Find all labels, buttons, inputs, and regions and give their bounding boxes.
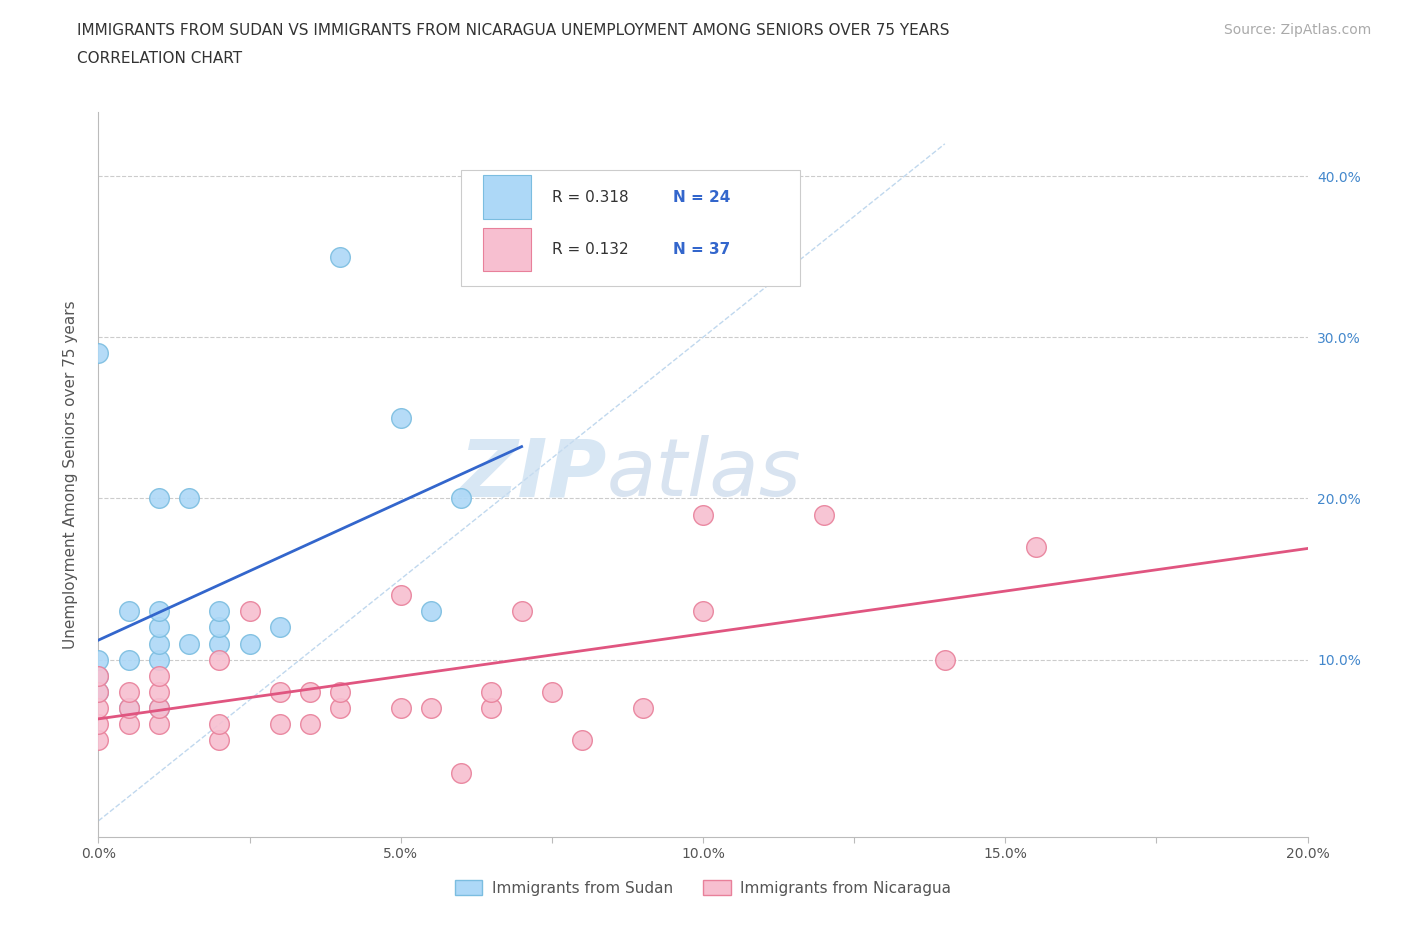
Point	[208, 620, 231, 635]
Point	[87, 733, 110, 748]
Text: R = 0.318: R = 0.318	[551, 190, 628, 205]
Point	[208, 733, 231, 748]
Point	[420, 700, 443, 715]
Point	[148, 669, 170, 684]
Point	[208, 636, 231, 651]
FancyBboxPatch shape	[461, 169, 800, 286]
Point	[420, 604, 443, 618]
Point	[450, 491, 472, 506]
Point	[239, 636, 262, 651]
Legend: Immigrants from Sudan, Immigrants from Nicaragua: Immigrants from Sudan, Immigrants from N…	[449, 873, 957, 902]
Point	[329, 249, 352, 264]
Point	[118, 604, 141, 618]
Point	[87, 717, 110, 732]
Y-axis label: Unemployment Among Seniors over 75 years: Unemployment Among Seniors over 75 years	[63, 300, 77, 648]
Point	[329, 684, 352, 699]
Point	[208, 652, 231, 667]
Point	[87, 669, 110, 684]
Point	[87, 652, 110, 667]
Text: R = 0.132: R = 0.132	[551, 242, 628, 257]
Point	[87, 684, 110, 699]
Point	[450, 765, 472, 780]
Point	[148, 652, 170, 667]
Point	[87, 669, 110, 684]
Point	[389, 410, 412, 425]
Text: N = 24: N = 24	[672, 190, 730, 205]
Point	[329, 700, 352, 715]
Point	[148, 604, 170, 618]
Point	[118, 684, 141, 699]
Point	[118, 717, 141, 732]
Point	[389, 700, 412, 715]
Text: atlas: atlas	[606, 435, 801, 513]
Point	[148, 684, 170, 699]
Point	[148, 717, 170, 732]
Point	[389, 588, 412, 603]
Point	[179, 636, 201, 651]
Point	[269, 717, 291, 732]
Text: CORRELATION CHART: CORRELATION CHART	[77, 51, 242, 66]
FancyBboxPatch shape	[482, 228, 531, 272]
Text: N = 37: N = 37	[672, 242, 730, 257]
Point	[208, 717, 231, 732]
Point	[148, 700, 170, 715]
Point	[813, 507, 835, 522]
Point	[540, 684, 562, 699]
Point	[208, 604, 231, 618]
Point	[692, 604, 714, 618]
FancyBboxPatch shape	[482, 176, 531, 219]
Point	[481, 684, 503, 699]
Point	[1024, 539, 1046, 554]
Point	[87, 346, 110, 361]
Point	[934, 652, 956, 667]
Point	[239, 604, 262, 618]
Text: ZIP: ZIP	[458, 435, 606, 513]
Point	[179, 491, 201, 506]
Point	[571, 733, 593, 748]
Point	[269, 620, 291, 635]
Text: IMMIGRANTS FROM SUDAN VS IMMIGRANTS FROM NICARAGUA UNEMPLOYMENT AMONG SENIORS OV: IMMIGRANTS FROM SUDAN VS IMMIGRANTS FROM…	[77, 23, 950, 38]
Point	[118, 700, 141, 715]
Point	[510, 604, 533, 618]
Point	[87, 684, 110, 699]
Point	[118, 700, 141, 715]
Point	[87, 700, 110, 715]
Point	[148, 636, 170, 651]
Point	[269, 684, 291, 699]
Point	[631, 700, 654, 715]
Point	[148, 620, 170, 635]
Text: Source: ZipAtlas.com: Source: ZipAtlas.com	[1223, 23, 1371, 37]
Point	[481, 700, 503, 715]
Point	[148, 491, 170, 506]
Point	[692, 507, 714, 522]
Point	[148, 700, 170, 715]
Point	[299, 717, 322, 732]
Point	[118, 652, 141, 667]
Point	[299, 684, 322, 699]
